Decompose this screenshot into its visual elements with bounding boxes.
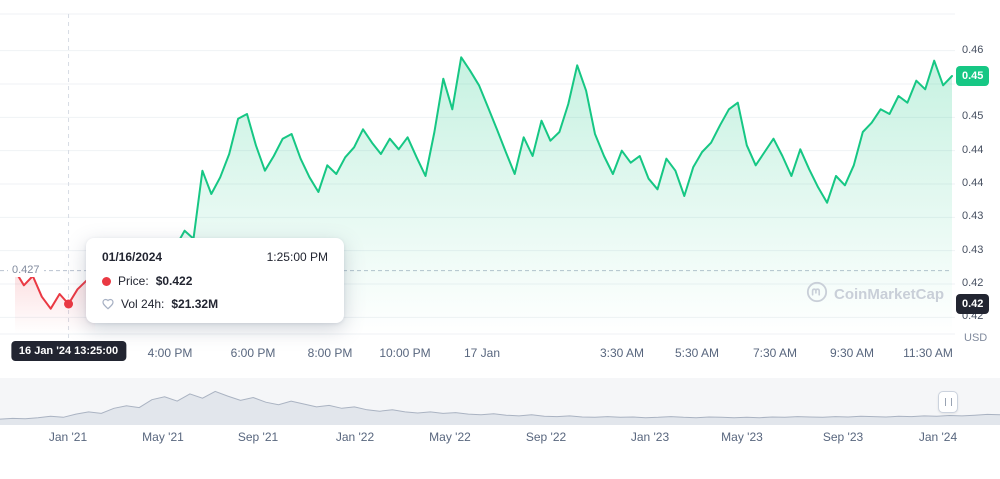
navigator-date-label: May '21 [142,430,184,444]
y-axis-label: 0.46 [962,43,984,56]
x-axis-label: 7:30 AM [752,346,798,360]
tooltip-date: 01/16/2024 [102,250,163,264]
navigator-handle[interactable] [938,391,958,413]
navigator-date-label: May '23 [721,430,763,444]
navigator-date-label: May '22 [429,430,471,444]
x-axis-label: 8:00 PM [307,346,353,360]
range-navigator[interactable] [0,378,1000,425]
y-axis: 0.46 0.45 0.45 0.44 0.44 0.43 0.43 0.42 0.42 [956,0,1000,344]
navigator-date-label: Jan '21 [48,430,88,444]
x-axis-label: 6:00 PM [230,346,276,360]
navigator-date-axis: Jan '21 May '21 Sep '21 Jan '22 May '22 Sep '… [0,430,1000,448]
tooltip-vol-label: Vol 24h: [121,297,165,311]
navigator-line [0,390,1000,420]
price-line-up [94,56,953,273]
tooltip-time: 1:25:00 PM [266,250,328,264]
navigator-date-label: Sep '21 [237,430,279,444]
coinmarketcap-watermark: CoinMarketCap [806,281,944,307]
x-axis: 4:00 PM 6:00 PM 8:00 PM 10:00 PM 17 Jan 3:30 … [0,346,958,366]
y-axis-label: 0.43 [962,243,984,256]
price-series-dot-icon [102,276,111,286]
x-axis-label: 17 Jan [463,346,501,360]
currency-unit-label: USD [964,332,988,344]
current-price-badge: 0.45 [956,66,990,86]
x-axis-label: 5:30 AM [674,346,720,360]
hover-point-marker [64,299,74,309]
navigator-date-label: Jan '24 [918,430,958,444]
y-axis-label: 0.45 [962,110,984,123]
open-price-label: 0.427 [8,262,44,277]
watermark-text: CoinMarketCap [834,285,945,303]
y-axis-label: 0.44 [962,143,984,156]
handle-grip-icon [944,398,952,406]
heart-icon [102,298,114,310]
navigator-date-label: Sep '23 [822,430,864,444]
chart-tooltip: 01/16/2024 1:25:00 PM Price: $0.422 Vol … [86,238,344,323]
navigator-date-label: Sep '22 [525,430,567,444]
x-axis-label: 11:30 AM [903,346,953,360]
x-axis-label: 9:30 AM [829,346,875,360]
y-axis-label: 0.43 [962,210,984,223]
tooltip-vol-value: $21.32M [171,297,219,311]
tooltip-price-value: $0.422 [155,274,193,288]
hover-price-badge: 0.42 [956,294,990,314]
price-line-down [14,269,97,310]
coinmarketcap-logo-icon [806,281,828,307]
tooltip-price-label: Price: [118,274,149,288]
x-axis-label: 4:00 PM [147,346,193,360]
x-axis-label: 10:00 PM [379,346,431,360]
navigator-date-label: Jan '23 [630,430,670,444]
y-axis-label: 0.44 [962,177,984,189]
navigator-mini-chart [0,390,1000,425]
y-axis-label: 0.42 [962,277,984,289]
hover-time-badge: 16 Jan '24 13:25:00 [10,341,127,361]
navigator-date-label: Jan '22 [335,430,375,444]
x-axis-label: 3:30 AM [599,346,645,360]
navigator-area [0,391,1000,425]
